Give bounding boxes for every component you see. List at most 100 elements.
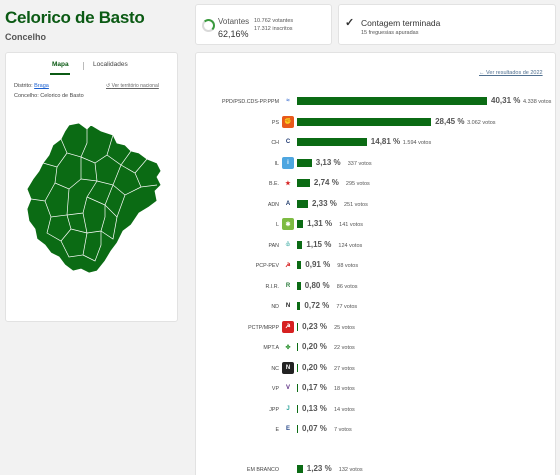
party-row[interactable]: JPP J 0,13 % 14 votos <box>196 402 555 418</box>
result-percent: 2,74 % <box>313 178 339 187</box>
result-percent: 14,81 % <box>370 137 401 146</box>
result-votes: 3.062 votos <box>467 119 496 126</box>
result-percent: 0,13 % <box>302 403 327 413</box>
party-name: PS <box>271 119 279 126</box>
result-votes: 7 votos <box>334 427 352 433</box>
result-percent: 0,72 % <box>304 301 330 310</box>
result-votes: 337 votos <box>347 160 372 167</box>
district-link[interactable]: Braga <box>34 83 49 89</box>
party-row[interactable]: PPD/PSD.CDS-PP.PPM ≈40,31 % 4.338 votos <box>196 94 555 110</box>
count-status-subtitle: 15 freguesias apuradas <box>361 30 419 36</box>
party-row[interactable]: IL i 3,13 % 337 votos <box>196 156 555 172</box>
party-name: NC <box>271 365 279 372</box>
result-bar <box>297 220 304 228</box>
result-votes: 25 votos <box>334 324 355 331</box>
result-percent: 0,91 % <box>305 260 331 269</box>
result-bar <box>297 425 298 433</box>
ergue-te-logo-icon: E <box>282 423 294 435</box>
result-percent: 0,20 % <box>302 342 327 351</box>
party-name: ND <box>271 304 279 310</box>
result-votes: 124 votos <box>338 242 363 249</box>
voters-percent: 62,16% <box>218 29 249 39</box>
result-votes: 77 votos <box>336 304 358 310</box>
result-bar <box>297 281 301 290</box>
result-bar <box>297 117 432 126</box>
result-votes: 22 votos <box>334 345 355 351</box>
party-row[interactable]: B.E. ★ 2,74 % 295 votos <box>196 176 555 192</box>
rir-logo-icon: R <box>282 279 294 292</box>
result-percent: 0,17 % <box>302 383 327 392</box>
result-bar <box>297 384 298 392</box>
party-row[interactable]: PCP-PEV ☭ 0,91 % 98 votos <box>196 258 555 274</box>
result-percent: 0,80 % <box>304 280 330 290</box>
mrpp-logo-icon: ☭ <box>282 320 294 333</box>
result-bar <box>297 240 303 249</box>
result-bar <box>297 363 298 372</box>
chega-logo-icon: C <box>282 136 294 148</box>
see-national-link[interactable]: ↺ Ver território nacional <box>106 83 159 89</box>
party-row[interactable]: ND N 0,72 % 77 votos <box>196 299 555 315</box>
party-row[interactable]: VP V 0,17 % 18 votos <box>196 381 555 397</box>
district-line: Distrito: Braga <box>14 83 49 89</box>
see-2022-results-link[interactable]: ← Ver resultados de 2022 <box>479 70 543 76</box>
result-bar <box>297 404 298 413</box>
party-row[interactable]: R.I.R. R 0,80 % 86 votos <box>196 279 555 295</box>
party-name: R.I.R. <box>265 283 279 290</box>
ps-logo-icon: ✊ <box>282 115 294 128</box>
page-subtitle: Concelho <box>5 32 47 42</box>
party-name: MPT.A <box>263 345 279 351</box>
result-votes: 1.594 votos <box>402 140 432 146</box>
party-name: PPD/PSD.CDS-PP.PPM <box>221 99 279 105</box>
result-votes: 14 votos <box>334 406 355 413</box>
tab-map[interactable]: Mapa <box>52 61 69 68</box>
nd-logo-icon: N <box>282 300 294 312</box>
result-percent: 3,13 % <box>315 157 341 167</box>
livre-logo-icon: ✱ <box>282 218 294 230</box>
party-row[interactable]: NC N 0,20 % 27 votos <box>196 361 555 377</box>
jpp-logo-icon: J <box>282 402 294 415</box>
map-outline <box>26 122 162 274</box>
result-bar <box>297 199 308 208</box>
pan-logo-icon: ♧ <box>282 238 294 251</box>
result-percent: 40,31 % <box>491 96 521 105</box>
blank-votes-row[interactable]: EM BRANCO 1,23 % 132 votos <box>196 462 555 475</box>
result-bar <box>297 261 302 269</box>
party-row[interactable]: PAN ♧ 1,15 % 124 votos <box>196 238 555 254</box>
adn-logo-icon: A <box>282 197 294 210</box>
party-name: E <box>275 427 279 433</box>
party-name: PCTP/MRPP <box>248 324 279 331</box>
map-tabs: Mapa Localidades <box>6 61 177 75</box>
nc-logo-icon: N <box>282 361 294 374</box>
count-status-title: Contagem terminada <box>361 18 441 28</box>
party-name: EM BRANCO <box>246 467 279 473</box>
party-row[interactable]: PS ✊ 28,45 % 3.062 votos <box>196 115 555 131</box>
result-percent: 2,33 % <box>311 198 337 208</box>
result-percent: 0,07 % <box>302 424 327 433</box>
party-name: B.E. <box>268 181 279 187</box>
be-star-logo-icon: ★ <box>282 177 294 189</box>
party-row[interactable]: ADN A 2,33 % 251 votos <box>196 197 555 213</box>
district-label: Distrito: <box>14 83 33 89</box>
result-votes: 18 votos <box>334 386 355 392</box>
result-bar <box>297 343 298 351</box>
result-percent: 1,31 % <box>307 219 333 228</box>
active-tab-underline <box>50 73 70 75</box>
municipality-map[interactable] <box>21 121 166 281</box>
party-row[interactable]: PCTP/MRPP ☭ 0,23 % 25 votos <box>196 320 555 336</box>
checkmark-icon: ✓ <box>345 17 355 29</box>
party-row[interactable]: CH C 14,81 % 1.594 votos <box>196 135 555 151</box>
see-national-label: Ver território nacional <box>111 83 159 89</box>
result-percent: 28,45 % <box>435 116 465 126</box>
result-votes: 27 votos <box>334 365 355 372</box>
party-name: VP <box>271 386 279 392</box>
tab-localities[interactable]: Localidades <box>93 61 128 68</box>
count-status-card: ✓ Contagem terminada 15 freguesias apura… <box>338 4 556 45</box>
result-votes: 98 votos <box>337 263 359 269</box>
result-votes: 132 votos <box>338 467 363 473</box>
party-row[interactable]: MPT.A ✤ 0,20 % 22 votos <box>196 340 555 356</box>
party-name: IL <box>274 160 279 167</box>
party-row[interactable]: E E 0,07 % 7 votos <box>196 422 555 438</box>
result-votes: 141 votos <box>339 222 364 228</box>
party-row[interactable]: L ✱ 1,31 % 141 votos <box>196 217 555 233</box>
result-bar <box>297 158 312 167</box>
